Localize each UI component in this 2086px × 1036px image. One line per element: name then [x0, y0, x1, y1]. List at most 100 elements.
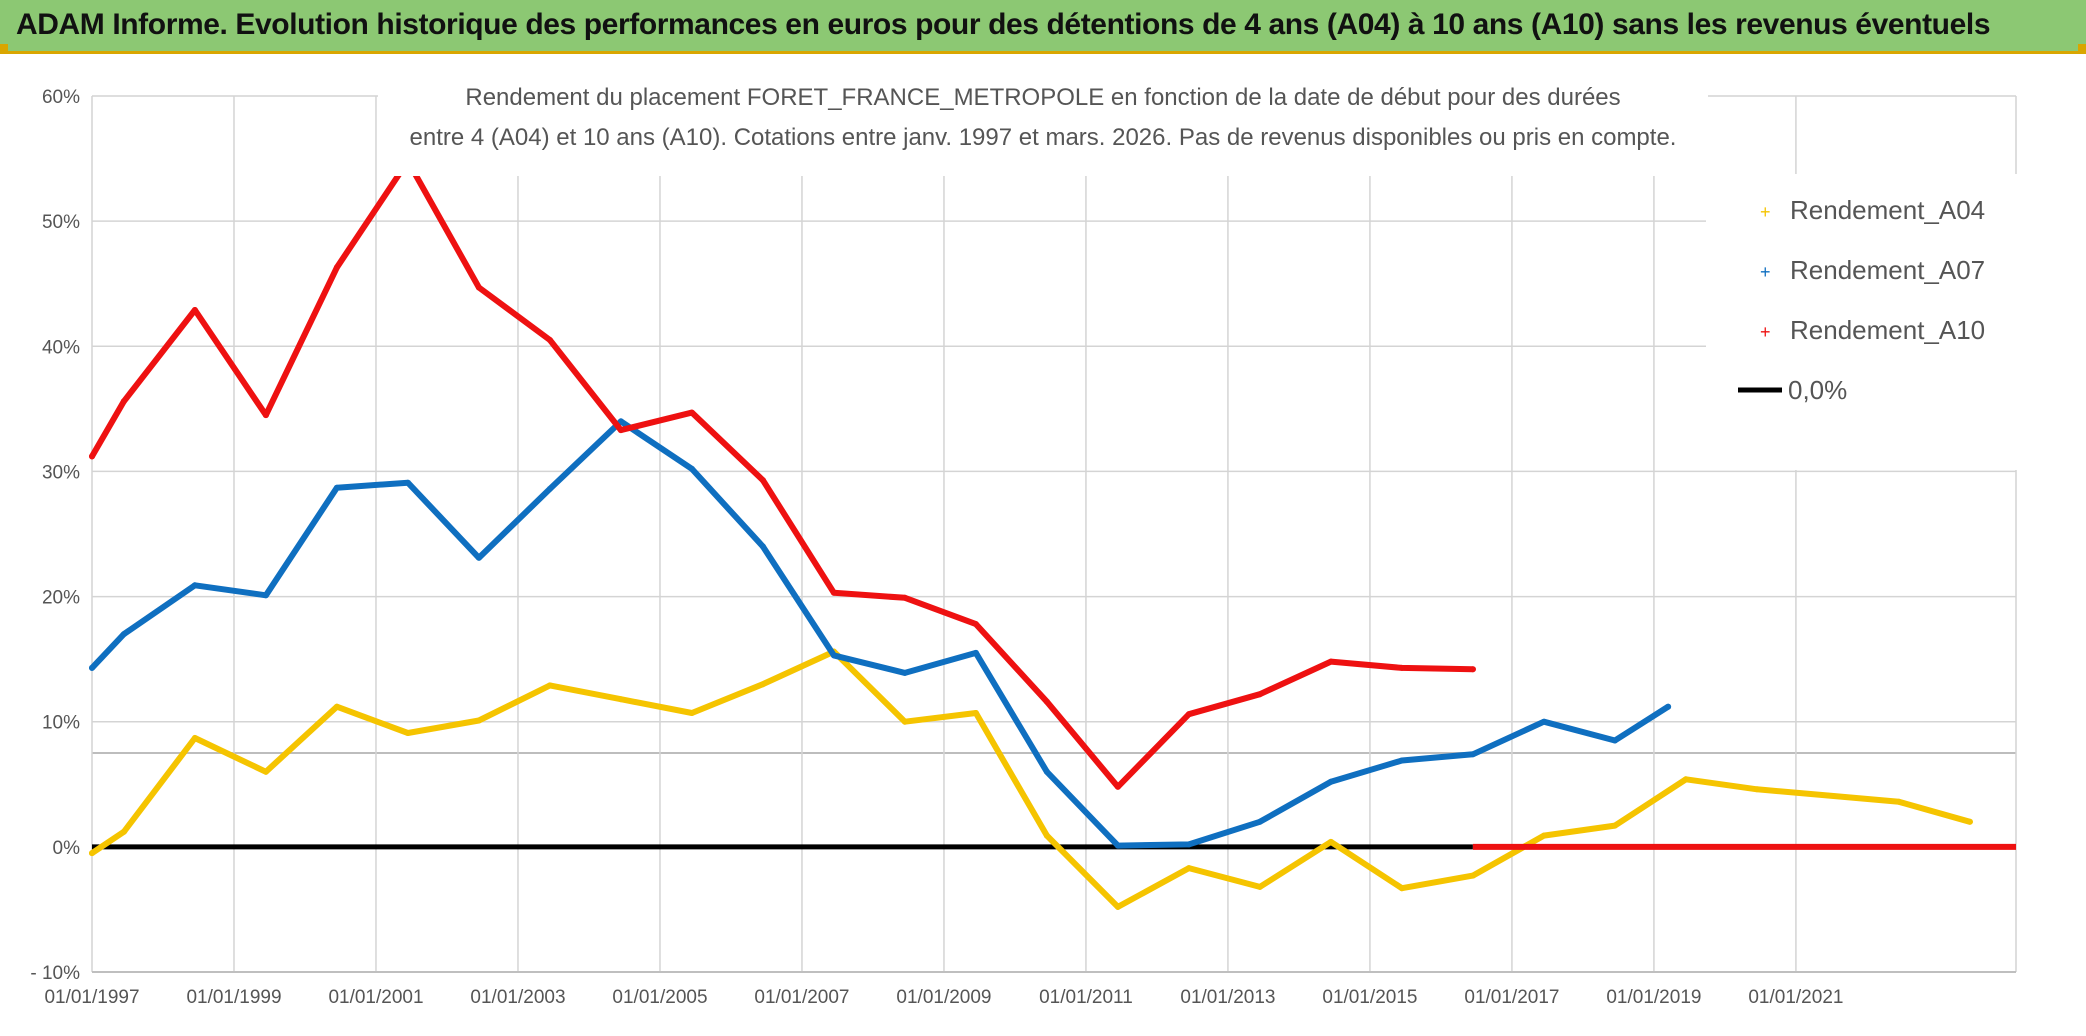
data-point-a07 [1665, 703, 1672, 710]
data-point-a04 [759, 681, 766, 688]
data-point-a10 [1469, 666, 1476, 673]
data-point-a10 [89, 453, 95, 460]
data-point-a04 [1824, 792, 1831, 799]
x-tick-label: 01/01/2005 [612, 987, 707, 1008]
y-tick-label: 50% [42, 212, 80, 233]
data-point-a10 [262, 412, 269, 419]
chart-title-line1: Rendement du placement FORET_FRANCE_METR… [465, 84, 1620, 111]
data-point-a10 [191, 307, 198, 313]
data-point-a07 [901, 669, 908, 676]
chart-title-box [378, 74, 1708, 176]
data-point-a07 [1114, 842, 1121, 849]
x-tick-label: 01/01/1997 [44, 987, 139, 1008]
data-point-a07 [1185, 841, 1192, 848]
x-tick-label: 01/01/2001 [328, 987, 423, 1008]
data-point-a04 [688, 710, 695, 716]
header-banner: ADAM Informe. Evolution historique des p… [0, 0, 2086, 54]
data-point-a10 [972, 621, 979, 628]
data-point-a10 [475, 284, 482, 291]
data-point-a04 [1043, 832, 1050, 839]
data-point-a07 [1043, 768, 1050, 775]
data-point-a07 [89, 664, 95, 671]
data-point-a04 [546, 682, 553, 689]
x-tick-label: 01/01/2015 [1322, 987, 1417, 1008]
data-point-a07 [333, 484, 340, 491]
data-point-a10 [333, 264, 340, 271]
data-point-a07 [475, 554, 482, 561]
data-point-a04 [1469, 872, 1476, 879]
legend-marker-a04: + [1760, 202, 1771, 222]
y-tick-label: - 10% [30, 963, 80, 984]
data-point-a04 [1327, 838, 1334, 845]
y-tick-label: 40% [42, 337, 80, 358]
data-point-a04 [120, 828, 127, 835]
data-point-a07 [546, 485, 553, 492]
data-point-a04 [191, 735, 198, 741]
y-tick-label: 20% [42, 588, 80, 609]
x-tick-label: 01/01/2013 [1180, 987, 1275, 1008]
x-tick-label: 01/01/2011 [1039, 987, 1133, 1008]
data-point-a04 [404, 730, 411, 736]
legend-label-a10: Rendement_A10 [1790, 315, 1985, 345]
x-tick-label: 01/01/2019 [1606, 987, 1701, 1008]
legend-marker-a10: + [1760, 322, 1771, 342]
data-point-a10 [1114, 783, 1121, 790]
page-title: ADAM Informe. Evolution historique des p… [16, 8, 1991, 41]
data-point-a04 [475, 717, 482, 724]
data-point-a10 [759, 477, 766, 484]
legend-label-a04: Rendement_A04 [1790, 195, 1985, 225]
data-point-a07 [120, 631, 127, 638]
x-tick-label: 01/01/2021 [1748, 987, 1843, 1008]
data-point-a10 [1256, 691, 1263, 698]
data-point-a04 [1895, 798, 1902, 805]
legend: + Rendement_A04 + Rendement_A07 + Rendem… [1706, 174, 2018, 470]
data-point-a04 [1753, 786, 1760, 793]
data-point-a04 [1966, 818, 1973, 825]
data-point-a07 [972, 649, 979, 656]
data-point-a04 [1682, 776, 1689, 783]
data-point-a04 [1611, 822, 1618, 829]
data-point-a07 [191, 582, 198, 589]
data-point-a04 [333, 703, 340, 710]
data-point-a04 [1398, 885, 1405, 892]
series-line-a04 [89, 648, 1973, 910]
data-point-a07 [1327, 778, 1334, 785]
data-point-a10 [1327, 658, 1334, 665]
data-point-a07 [1256, 818, 1263, 825]
performance-chart: - 10% 0% 10% 20% 30% 40% 50% 60% 01/01/1997 01/01… [0, 54, 2086, 1031]
data-point-a10 [688, 409, 695, 416]
corner-mark-left [0, 44, 8, 52]
data-point-a10 [617, 427, 624, 434]
data-point-a10 [1185, 711, 1192, 718]
data-point-a07 [1540, 718, 1547, 725]
data-point-a04 [1256, 883, 1263, 890]
data-point-a07 [1469, 751, 1476, 758]
data-point-a10 [1043, 698, 1050, 705]
data-point-a04 [972, 710, 979, 716]
legend-marker-a07: + [1760, 262, 1771, 282]
x-tick-label: 01/01/2007 [754, 987, 849, 1008]
data-point-a07 [1398, 757, 1405, 764]
data-point-a10 [546, 337, 553, 343]
data-point-a10 [120, 398, 127, 405]
chart-area: - 10% 0% 10% 20% 30% 40% 50% 60% 01/01/1997 01/01… [0, 54, 2086, 1031]
data-point-a10 [1398, 664, 1405, 671]
data-point-a07 [617, 418, 624, 425]
data-point-a04 [1114, 903, 1121, 910]
x-tick-label: 01/01/2009 [896, 987, 991, 1008]
x-tick-label: 01/01/1999 [186, 987, 281, 1008]
data-point-a10 [830, 589, 837, 596]
legend-label-zero: 0,0% [1788, 375, 1847, 405]
data-point-a10 [901, 594, 908, 601]
data-point-a04 [617, 696, 624, 703]
data-point-a07 [404, 479, 411, 486]
y-tick-label: 60% [42, 87, 80, 108]
x-tick-label: 01/01/2017 [1464, 987, 1559, 1008]
data-point-a07 [688, 465, 695, 472]
data-point-a04 [1185, 865, 1192, 872]
data-point-a07 [759, 543, 766, 550]
series-line-a07 [89, 418, 1672, 849]
data-point-a07 [262, 592, 269, 599]
legend-box [1706, 174, 2018, 470]
data-point-a04 [262, 768, 269, 775]
